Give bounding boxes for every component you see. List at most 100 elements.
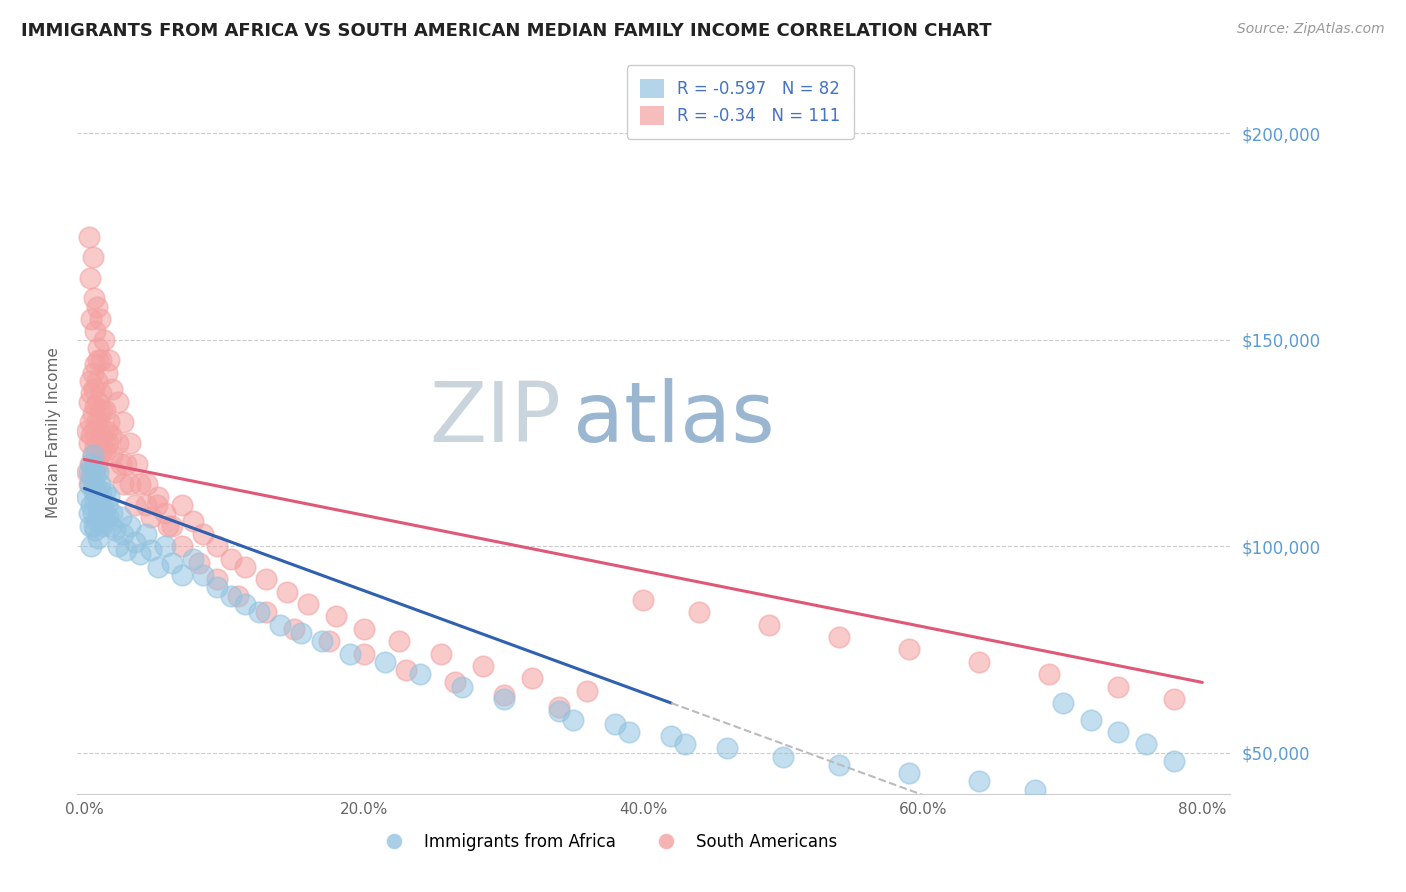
- Point: [576, 683, 599, 698]
- Point: [191, 568, 214, 582]
- Point: [77, 229, 100, 244]
- Point: [79, 457, 101, 471]
- Point: [82, 448, 104, 462]
- Point: [162, 518, 184, 533]
- Point: [115, 543, 138, 558]
- Point: [91, 518, 114, 533]
- Point: [146, 498, 169, 512]
- Point: [79, 374, 101, 388]
- Point: [492, 688, 515, 702]
- Point: [80, 427, 103, 442]
- Point: [120, 436, 142, 450]
- Point: [247, 605, 270, 619]
- Point: [120, 518, 142, 533]
- Point: [87, 531, 110, 545]
- Point: [290, 625, 312, 640]
- Point: [619, 725, 641, 739]
- Point: [83, 485, 105, 500]
- Point: [107, 394, 129, 409]
- Point: [104, 465, 127, 479]
- Point: [87, 353, 110, 368]
- Point: [112, 526, 135, 541]
- Point: [148, 490, 170, 504]
- Point: [318, 634, 340, 648]
- Point: [107, 436, 129, 450]
- Point: [112, 415, 135, 429]
- Point: [84, 358, 107, 372]
- Point: [395, 663, 418, 677]
- Point: [162, 556, 184, 570]
- Point: [80, 539, 103, 553]
- Point: [141, 510, 163, 524]
- Point: [79, 415, 101, 429]
- Point: [96, 498, 118, 512]
- Point: [311, 634, 333, 648]
- Point: [353, 622, 375, 636]
- Point: [388, 634, 411, 648]
- Point: [82, 407, 104, 421]
- Text: ZIP: ZIP: [430, 377, 561, 458]
- Point: [688, 605, 710, 619]
- Point: [374, 655, 396, 669]
- Point: [77, 436, 100, 450]
- Point: [181, 551, 204, 566]
- Point: [129, 548, 152, 562]
- Point: [967, 655, 990, 669]
- Point: [226, 589, 249, 603]
- Point: [84, 440, 107, 454]
- Point: [83, 518, 105, 533]
- Point: [82, 473, 104, 487]
- Point: [91, 403, 114, 417]
- Point: [79, 518, 101, 533]
- Point: [219, 551, 242, 566]
- Point: [76, 490, 98, 504]
- Point: [87, 394, 110, 409]
- Point: [716, 741, 738, 756]
- Point: [897, 642, 920, 657]
- Point: [297, 597, 319, 611]
- Point: [124, 498, 146, 512]
- Point: [520, 671, 543, 685]
- Point: [772, 749, 794, 764]
- Point: [828, 758, 851, 772]
- Point: [82, 366, 104, 380]
- Point: [1163, 692, 1185, 706]
- Point: [1107, 680, 1129, 694]
- Point: [828, 630, 851, 644]
- Point: [136, 477, 159, 491]
- Point: [101, 506, 124, 520]
- Point: [100, 518, 122, 533]
- Point: [659, 729, 682, 743]
- Point: [148, 559, 170, 574]
- Point: [339, 647, 361, 661]
- Point: [83, 424, 105, 438]
- Point: [120, 477, 142, 491]
- Point: [77, 506, 100, 520]
- Point: [605, 716, 627, 731]
- Point: [86, 457, 108, 471]
- Point: [104, 523, 127, 537]
- Point: [157, 518, 180, 533]
- Point: [89, 502, 111, 516]
- Point: [98, 490, 121, 504]
- Point: [90, 386, 112, 401]
- Point: [87, 506, 110, 520]
- Point: [84, 399, 107, 413]
- Point: [191, 526, 214, 541]
- Point: [93, 424, 115, 438]
- Y-axis label: Median Family Income: Median Family Income: [46, 347, 62, 518]
- Point: [1080, 713, 1102, 727]
- Point: [219, 589, 242, 603]
- Point: [79, 270, 101, 285]
- Point: [97, 510, 120, 524]
- Point: [673, 737, 696, 751]
- Point: [100, 427, 122, 442]
- Point: [94, 515, 117, 529]
- Point: [98, 353, 121, 368]
- Point: [87, 465, 110, 479]
- Point: [82, 250, 104, 264]
- Point: [80, 498, 103, 512]
- Point: [233, 559, 256, 574]
- Point: [83, 292, 105, 306]
- Point: [115, 457, 138, 471]
